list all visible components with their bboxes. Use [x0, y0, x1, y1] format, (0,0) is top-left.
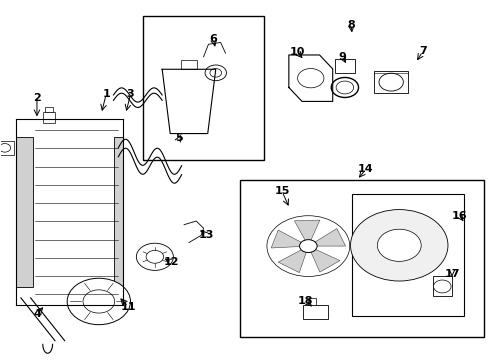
Bar — [433, 276, 452, 296]
Text: 14: 14 — [358, 164, 374, 174]
Text: 13: 13 — [198, 230, 214, 240]
Circle shape — [299, 240, 317, 252]
Polygon shape — [271, 230, 304, 248]
Text: 1: 1 — [102, 89, 110, 99]
Text: 4: 4 — [33, 309, 41, 319]
Bar — [45, 107, 52, 112]
Circle shape — [210, 68, 221, 77]
Text: 17: 17 — [444, 269, 460, 279]
Bar — [143, 16, 265, 160]
Text: 16: 16 — [452, 211, 467, 221]
Bar — [308, 298, 316, 305]
Circle shape — [0, 144, 11, 152]
Text: 6: 6 — [209, 34, 217, 44]
Bar — [303, 305, 328, 319]
Circle shape — [267, 216, 350, 276]
Circle shape — [379, 73, 403, 91]
Text: 7: 7 — [419, 46, 427, 57]
Text: 18: 18 — [298, 296, 314, 306]
Circle shape — [377, 229, 421, 261]
Polygon shape — [294, 220, 320, 243]
Text: 15: 15 — [274, 186, 290, 197]
Bar — [181, 60, 197, 69]
Text: 5: 5 — [175, 133, 183, 143]
Text: 12: 12 — [164, 257, 180, 267]
Bar — [43, 112, 55, 123]
Circle shape — [205, 65, 226, 81]
Bar — [16, 137, 33, 287]
Text: 10: 10 — [290, 47, 305, 57]
Text: 8: 8 — [347, 19, 355, 30]
Circle shape — [297, 68, 324, 88]
Polygon shape — [312, 229, 345, 246]
Circle shape — [146, 250, 164, 263]
Circle shape — [67, 278, 130, 325]
Circle shape — [83, 290, 115, 313]
Polygon shape — [310, 248, 340, 272]
Bar — [0, 141, 14, 155]
Text: 3: 3 — [127, 89, 134, 99]
Bar — [352, 194, 464, 316]
Polygon shape — [278, 248, 307, 273]
Circle shape — [336, 81, 354, 94]
Bar — [240, 180, 484, 337]
Bar — [335, 59, 355, 73]
Text: 9: 9 — [339, 52, 346, 62]
Circle shape — [331, 77, 359, 98]
Circle shape — [350, 210, 448, 281]
Circle shape — [136, 243, 173, 270]
Bar — [115, 137, 123, 287]
Circle shape — [434, 280, 451, 293]
Text: 11: 11 — [121, 302, 136, 312]
Text: 2: 2 — [33, 93, 41, 103]
Bar — [374, 71, 408, 93]
